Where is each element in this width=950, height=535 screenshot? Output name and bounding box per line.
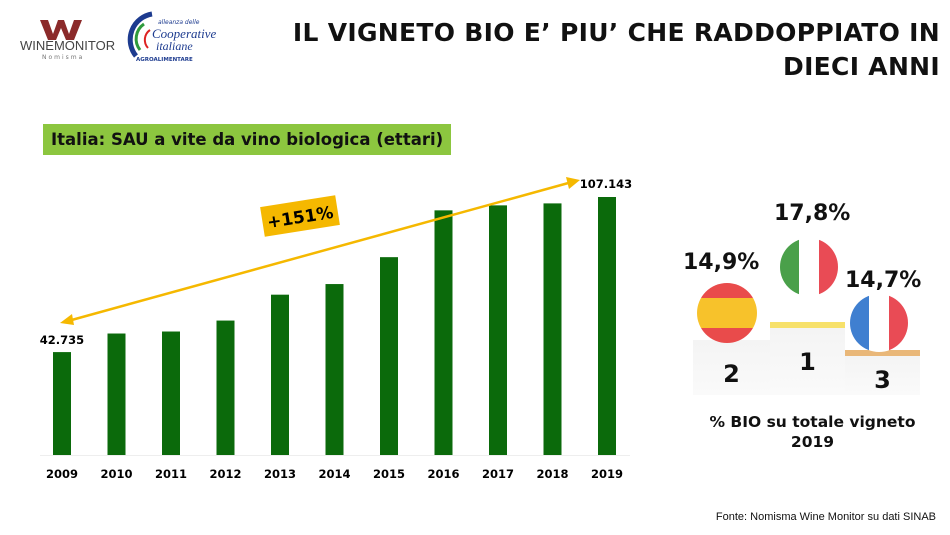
podium-first-top: [770, 322, 845, 328]
x-tick-label: 2015: [373, 467, 405, 481]
spain-flag-icon: [697, 283, 757, 343]
x-tick-label: 2011: [155, 467, 187, 481]
svg-text:italiane: italiane: [156, 39, 193, 53]
podium-caption-line-2: 2019: [790, 433, 835, 451]
x-tick-label: 2012: [209, 467, 241, 481]
data-label-last: 107.143: [580, 177, 632, 191]
bar-2017: [489, 205, 507, 455]
bar-2018: [543, 203, 562, 455]
x-tick-label: 2009: [46, 467, 78, 481]
france-percentage: 14,7%: [845, 268, 922, 293]
winemonitor-logo: [40, 20, 82, 40]
x-tick-label: 2013: [264, 467, 296, 481]
podium-second: 2: [693, 340, 770, 395]
svg-text:alleanza delle: alleanza delle: [158, 19, 200, 26]
bar-2009: [53, 352, 71, 455]
podium-caption-line-1: % BIO su totale vigneto: [709, 413, 916, 431]
france-flag-icon: [850, 294, 908, 352]
growth-arrow: [60, 177, 580, 325]
svg-text:AGROALIMENTARE: AGROALIMENTARE: [136, 57, 193, 63]
page-title: IL VIGNETO BIO E’ PIU’ CHE RADDOPPIATO I…: [293, 16, 940, 84]
podium-third-top: [845, 350, 920, 356]
x-tick-label: 2017: [482, 467, 514, 481]
winemonitor-logo-subtext: Nomisma: [42, 54, 85, 61]
spain-percentage: 14,9%: [683, 250, 760, 275]
chart-title: Italia: SAU a vite da vino biologica (et…: [43, 124, 452, 155]
source-note: Fonte: Nomisma Wine Monitor su dati SINA…: [715, 511, 936, 523]
page-title-line-2: DIECI ANNI: [783, 52, 940, 81]
x-tick-label: 2016: [427, 467, 459, 481]
rank-3: 3: [874, 366, 891, 394]
bar-2014: [325, 284, 344, 455]
page-title-line-1: IL VIGNETO BIO E’ PIU’ CHE RADDOPPIATO I…: [292, 18, 940, 47]
bar-2012: [216, 320, 235, 455]
growth-annotation: +151%: [260, 195, 340, 237]
winemonitor-logo-text: WINEMONITOR: [20, 38, 116, 53]
x-tick-label: 2018: [536, 467, 568, 481]
coop-logo: alleanza delle Cooperative italiane AGRO…: [127, 11, 216, 63]
bar-2010: [107, 333, 126, 455]
bar-2011: [162, 331, 180, 455]
podium-first: 1: [770, 328, 845, 395]
bar-2015: [380, 257, 398, 455]
podium-third: 3: [845, 356, 920, 395]
italy-flag-icon: [780, 238, 838, 296]
bar-2013: [271, 294, 289, 455]
rank-1: 1: [799, 348, 816, 376]
x-tick-label: 2010: [100, 467, 132, 481]
data-label-first: 42.735: [40, 333, 84, 347]
podium-caption: % BIO su totale vigneto 2019: [690, 412, 935, 452]
svg-text:Cooperative: Cooperative: [152, 26, 216, 41]
rank-2: 2: [723, 360, 740, 388]
bar-2019: [598, 197, 616, 455]
bar-2016: [434, 210, 453, 455]
italy-percentage: 17,8%: [774, 201, 851, 226]
x-tick-label: 2014: [318, 467, 350, 481]
x-tick-label: 2019: [591, 467, 623, 481]
